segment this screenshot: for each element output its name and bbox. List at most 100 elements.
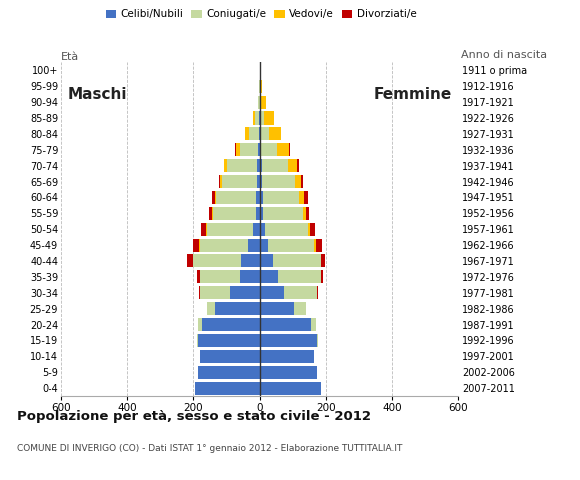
Bar	[197, 270, 200, 283]
Bar	[198, 366, 260, 379]
Bar	[260, 127, 270, 140]
Bar	[321, 254, 325, 267]
Bar	[270, 127, 281, 140]
Bar	[306, 207, 309, 220]
Bar	[219, 175, 220, 188]
Bar	[260, 80, 262, 93]
Bar	[298, 159, 299, 172]
Bar	[245, 127, 249, 140]
Bar	[321, 270, 324, 283]
Bar	[260, 159, 262, 172]
Bar	[264, 111, 274, 124]
Bar	[311, 318, 316, 331]
Bar	[248, 239, 260, 252]
Bar	[260, 254, 273, 267]
Bar	[260, 302, 294, 315]
Bar	[209, 207, 212, 220]
Text: Popolazione per età, sesso e stato civile - 2012: Popolazione per età, sesso e stato civil…	[17, 410, 371, 423]
Bar	[260, 334, 317, 347]
Bar	[259, 80, 260, 93]
Bar	[284, 286, 317, 299]
Text: Maschi: Maschi	[67, 87, 127, 102]
Bar	[224, 159, 227, 172]
Bar	[200, 286, 230, 299]
Bar	[227, 159, 257, 172]
Bar	[317, 334, 318, 347]
Bar	[200, 350, 260, 363]
Bar	[256, 207, 260, 220]
Text: COMUNE DI INVERIGO (CO) - Dati ISTAT 1° gennaio 2012 - Elaborazione TUTTITALIA.I: COMUNE DI INVERIGO (CO) - Dati ISTAT 1° …	[17, 444, 403, 453]
Bar	[255, 111, 259, 124]
Bar	[294, 302, 306, 315]
Bar	[241, 254, 260, 267]
Bar	[212, 191, 215, 204]
Bar	[199, 286, 200, 299]
Text: Età: Età	[61, 52, 79, 62]
Bar	[212, 207, 256, 220]
Bar	[257, 159, 260, 172]
Bar	[262, 175, 295, 188]
Bar	[215, 191, 216, 204]
Bar	[249, 127, 259, 140]
Bar	[230, 286, 260, 299]
Bar	[260, 239, 268, 252]
Bar	[235, 143, 236, 156]
Bar	[303, 207, 306, 220]
Bar	[307, 223, 310, 236]
Bar	[261, 96, 266, 108]
Bar	[240, 143, 258, 156]
Bar	[260, 270, 278, 283]
Bar	[260, 96, 261, 108]
Bar	[314, 239, 316, 252]
Bar	[260, 175, 262, 188]
Bar	[260, 382, 321, 395]
Bar	[197, 334, 198, 347]
Bar	[263, 207, 303, 220]
Bar	[220, 175, 222, 188]
Bar	[260, 143, 277, 156]
Bar	[206, 223, 253, 236]
Bar	[198, 318, 202, 331]
Bar	[260, 318, 311, 331]
Bar	[268, 239, 314, 252]
Bar	[206, 302, 215, 315]
Bar	[289, 143, 291, 156]
Bar	[260, 350, 314, 363]
Bar	[193, 254, 241, 267]
Bar	[299, 191, 305, 204]
Bar	[263, 191, 299, 204]
Bar	[240, 270, 260, 283]
Bar	[260, 366, 317, 379]
Bar	[195, 382, 260, 395]
Text: Anno di nascita: Anno di nascita	[461, 50, 547, 60]
Bar	[304, 191, 308, 204]
Bar	[259, 111, 260, 124]
Bar	[200, 270, 240, 283]
Bar	[258, 96, 260, 108]
Bar	[253, 223, 260, 236]
Bar	[260, 286, 284, 299]
Bar	[222, 175, 257, 188]
Bar	[201, 223, 206, 236]
Text: Femmine: Femmine	[374, 87, 452, 102]
Bar	[216, 191, 256, 204]
Bar	[202, 318, 260, 331]
Bar	[288, 159, 298, 172]
Bar	[262, 159, 288, 172]
Bar	[258, 143, 260, 156]
Bar	[310, 223, 315, 236]
Bar	[253, 111, 255, 124]
Bar	[260, 191, 263, 204]
Bar	[198, 334, 260, 347]
Bar	[260, 111, 264, 124]
Legend: Celibi/Nubili, Coniugati/e, Vedovi/e, Divorziati/e: Celibi/Nubili, Coniugati/e, Vedovi/e, Di…	[102, 5, 420, 24]
Bar	[301, 175, 303, 188]
Bar	[273, 254, 321, 267]
Bar	[200, 239, 248, 252]
Bar	[260, 223, 264, 236]
Bar	[187, 254, 193, 267]
Bar	[215, 302, 260, 315]
Bar	[259, 127, 260, 140]
Bar	[277, 143, 289, 156]
Bar	[278, 270, 321, 283]
